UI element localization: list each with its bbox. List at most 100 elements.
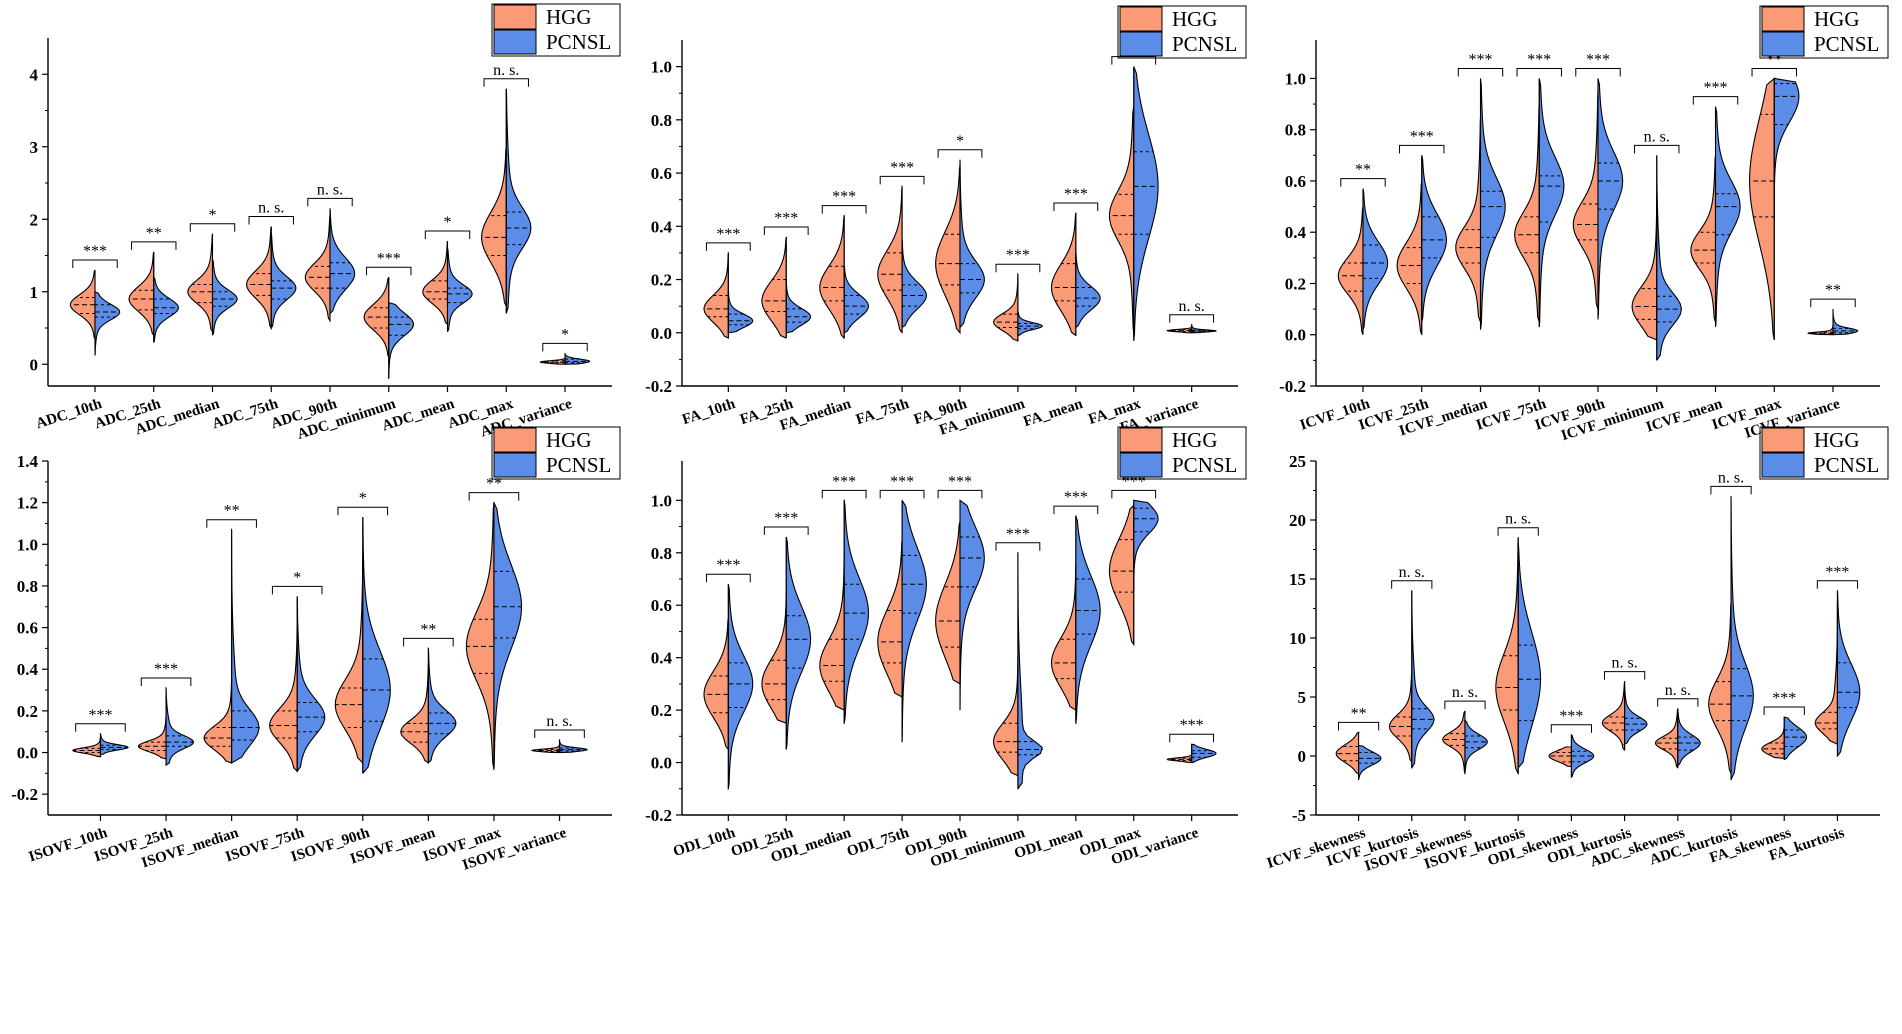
- significance-bracket: [1657, 698, 1699, 707]
- significance-label: ***: [890, 159, 914, 176]
- legend-swatch-pcnsl: [493, 452, 537, 478]
- y-tick-label: 0.4: [1285, 223, 1307, 242]
- panel-fa: -0.20.00.20.40.60.81.0***FA_10th***FA_25…: [645, 5, 1247, 439]
- legend-frame: [491, 3, 621, 57]
- legend-label-pcnsl: PCNSL: [546, 453, 611, 477]
- y-tick-label: 10: [1289, 629, 1306, 648]
- significance-label: n. s.: [1179, 298, 1205, 315]
- significance-label: ***: [1064, 489, 1088, 506]
- panel-isovf: -0.20.00.20.40.60.81.01.21.4***ISOVF_10t…: [11, 426, 621, 874]
- violin-hgg-isovf-median: [203, 677, 234, 764]
- x-tick-label: ODI_75th: [845, 825, 912, 860]
- violin-pcnsl-adc-minimum: [388, 302, 414, 379]
- significance-label: ***: [1586, 51, 1610, 68]
- y-tick-label: 4: [30, 65, 39, 84]
- significance-bracket: [1337, 721, 1380, 731]
- x-tick-label: FA_mean: [1021, 396, 1085, 430]
- significance-label: *: [956, 133, 964, 150]
- y-tick-label: 0.4: [651, 649, 673, 668]
- violin-pcnsl-icvf-median: [1479, 78, 1506, 330]
- violin-pcnsl-odi-kurtosis: [1624, 685, 1648, 746]
- violin-pcnsl-fa-max: [1133, 66, 1159, 341]
- significance-bracket: [1340, 178, 1386, 187]
- significance-label: n. s.: [546, 713, 572, 730]
- violin-hgg-odi-minimum: [993, 657, 1019, 777]
- significance-label: n. s.: [1665, 682, 1691, 699]
- violin-pcnsl-adc-90th: [329, 208, 356, 315]
- significance-bracket: [307, 197, 353, 207]
- violin-hgg-isovf-max: [465, 501, 495, 771]
- legend-frame: [1117, 426, 1247, 480]
- violin-hgg-adc-max: [481, 146, 507, 307]
- legend-swatch-hgg: [1119, 6, 1163, 32]
- significance-bracket: [75, 723, 126, 732]
- significance-bracket: [1575, 67, 1621, 77]
- violin-pcnsl-icvf-75th: [1538, 78, 1565, 328]
- x-tick-label: ADC_10th: [34, 396, 105, 433]
- y-tick-label: 1.0: [651, 58, 672, 77]
- violin-pcnsl-isovf-max: [493, 501, 523, 771]
- significance-label: n. s.: [1611, 655, 1637, 672]
- significance-bracket: [1516, 67, 1562, 77]
- significance-bracket: [1710, 485, 1752, 495]
- y-tick-label: 0.6: [17, 619, 38, 638]
- violin-pcnsl-adc-kurtosis: [1730, 496, 1754, 780]
- legend-swatch-pcnsl: [1119, 452, 1163, 478]
- y-tick-label: 1.2: [17, 494, 38, 513]
- significance-label: ***: [154, 661, 178, 678]
- violin-hgg-fa-max: [1108, 106, 1135, 333]
- y-tick-label: 25: [1289, 452, 1306, 471]
- violin-hgg-icvf-max: [1749, 77, 1775, 340]
- significance-bracket: [1550, 724, 1593, 733]
- y-tick-label: 20: [1289, 511, 1306, 530]
- significance-label: n. s.: [1644, 128, 1670, 145]
- violin-pcnsl-fa-75th: [901, 237, 927, 328]
- violin-pcnsl-adc-max: [505, 88, 532, 314]
- legend-frame: [1759, 426, 1889, 480]
- significance-label: ***: [83, 243, 107, 260]
- y-tick-label: -0.2: [11, 785, 38, 804]
- legend-label-hgg: HGG: [1814, 7, 1860, 31]
- significance-label: ***: [774, 510, 798, 527]
- significance-bracket: [1692, 96, 1739, 105]
- legend-label-pcnsl: PCNSL: [1172, 32, 1237, 56]
- violin-hgg-isovf-90th: [334, 554, 364, 765]
- violin-hgg-icvf-90th: [1572, 91, 1599, 310]
- significance-bracket: [705, 242, 751, 251]
- significance-bracket: [1763, 706, 1805, 716]
- significance-label: ***: [1559, 708, 1583, 725]
- violin-hgg-odi-variance: [1166, 754, 1193, 764]
- legend-swatch-hgg: [1761, 427, 1805, 453]
- significance-label: n. s.: [1505, 511, 1531, 528]
- legend-swatch-hgg: [493, 427, 537, 453]
- y-tick-label: -0.2: [1279, 377, 1306, 396]
- significance-label: *: [359, 490, 367, 507]
- violin-hgg-adc-variance: [539, 357, 566, 365]
- significance-label: ***: [948, 473, 972, 490]
- significance-bracket: [248, 216, 294, 225]
- y-tick-label: 1.0: [17, 535, 38, 554]
- significance-label: ***: [1704, 80, 1728, 97]
- violin-hgg-icvf-kurtosis: [1388, 673, 1413, 764]
- y-tick-label: 0.8: [651, 544, 672, 563]
- significance-bracket: [821, 205, 867, 214]
- significance-bracket: [1497, 527, 1539, 536]
- significance-bracket: [424, 230, 471, 239]
- violin-pcnsl-fa-mean: [1075, 252, 1101, 329]
- y-tick-label: 0.2: [1285, 274, 1306, 293]
- violin-hgg-fa-minimum: [993, 274, 1019, 342]
- significance-bracket: [1169, 314, 1215, 323]
- legend-frame: [491, 426, 621, 480]
- significance-bracket: [1444, 700, 1486, 710]
- violin-hgg-icvf-mean: [1690, 155, 1717, 323]
- violin-hgg-fa-25th: [761, 236, 787, 339]
- significance-bracket: [1816, 580, 1859, 589]
- significance-label: ***: [832, 473, 856, 490]
- violin-hgg-odi-25th: [761, 592, 787, 724]
- x-tick-label: ADC_75th: [210, 396, 281, 433]
- violin-hgg-adc-25th: [128, 251, 155, 337]
